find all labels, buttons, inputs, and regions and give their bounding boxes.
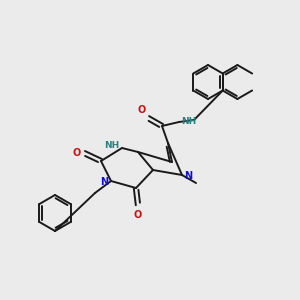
Text: N: N	[100, 177, 108, 187]
Text: N: N	[184, 171, 192, 181]
Text: O: O	[134, 210, 142, 220]
Text: NH: NH	[104, 142, 119, 151]
Text: NH: NH	[181, 118, 196, 127]
Text: O: O	[138, 105, 146, 115]
Text: O: O	[73, 148, 81, 158]
